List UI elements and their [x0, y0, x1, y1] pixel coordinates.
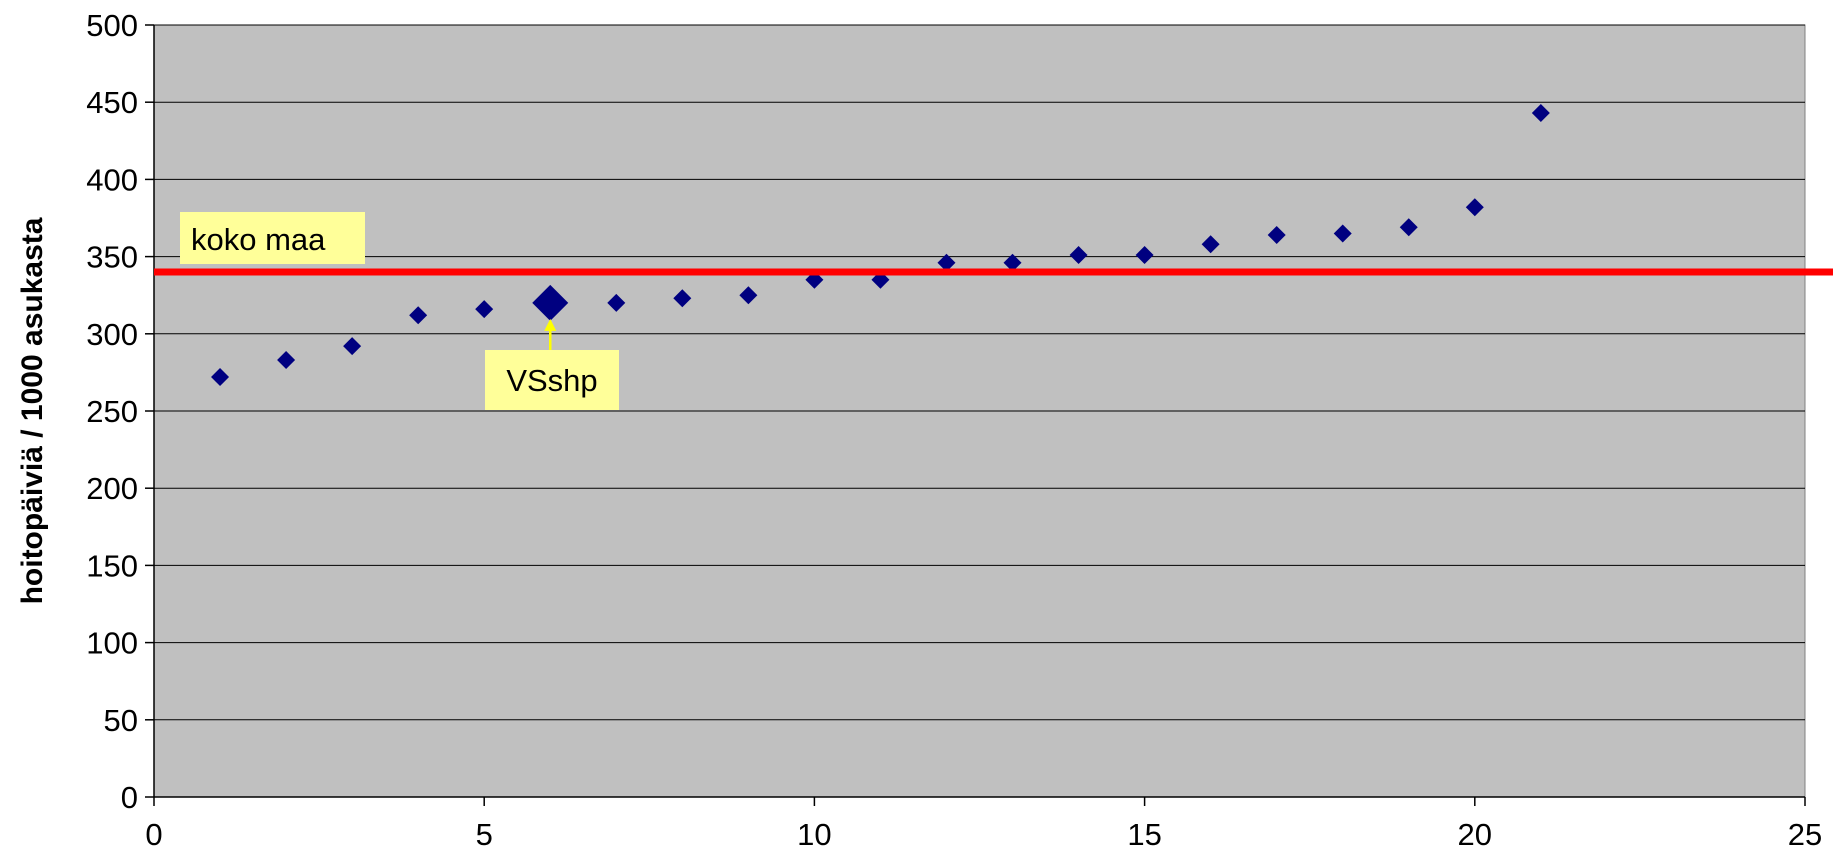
data-point	[1201, 235, 1220, 254]
reference-label-text: koko maa	[191, 222, 326, 257]
y-tick-label: 100	[86, 626, 138, 661]
data-point	[211, 368, 230, 387]
reference-label: koko maa	[180, 212, 365, 264]
highlight-label-box	[485, 350, 619, 410]
data-point	[1333, 224, 1352, 243]
x-tick-label: 15	[1127, 817, 1161, 852]
data-point	[739, 286, 758, 305]
reference-label-box	[180, 212, 365, 264]
y-tick-label: 400	[86, 162, 138, 197]
grid-lines	[154, 24, 1805, 721]
y-tick-label: 200	[86, 471, 138, 506]
data-point	[1465, 198, 1484, 217]
data-point	[409, 306, 428, 325]
highlight-label: VSshp	[485, 350, 619, 410]
x-tick-label: 0	[145, 817, 162, 852]
y-tick-label: 250	[86, 394, 138, 429]
y-tick-label: 0	[121, 780, 138, 815]
x-tick-label: 5	[476, 817, 493, 852]
y-tick-label: 150	[86, 548, 138, 583]
data-point	[1531, 104, 1550, 123]
y-tick-labels: 0 50 100 150 200 250 300 350 400 450 500	[86, 8, 138, 815]
y-tick-label: 500	[86, 8, 138, 43]
data-point	[1135, 246, 1154, 265]
x-tick-label: 25	[1788, 817, 1822, 852]
axes	[145, 24, 1806, 806]
x-tick-label: 10	[797, 817, 831, 852]
data-point	[607, 293, 626, 312]
x-tick-label: 20	[1458, 817, 1492, 852]
data-point	[1069, 246, 1088, 265]
data-point	[1003, 253, 1022, 272]
data-point	[673, 289, 692, 308]
y-tick-label: 300	[86, 317, 138, 352]
data-point	[1267, 225, 1286, 244]
y-tick-label: 50	[104, 703, 138, 738]
data-point	[343, 337, 362, 356]
data-point	[475, 300, 494, 319]
data-point	[277, 351, 296, 370]
highlight-label-text: VSshp	[506, 363, 597, 398]
data-point	[937, 253, 956, 272]
y-tick-label: 350	[86, 240, 138, 275]
highlight-point	[532, 284, 569, 321]
y-axis-title: hoitopäiviä / 1000 asukasta	[16, 217, 49, 604]
highlight-arrowhead	[544, 318, 557, 331]
y-tick-label: 450	[86, 85, 138, 120]
data-point	[1399, 218, 1418, 237]
x-tick-labels: 0 5 10 15 20 25	[145, 817, 1822, 852]
